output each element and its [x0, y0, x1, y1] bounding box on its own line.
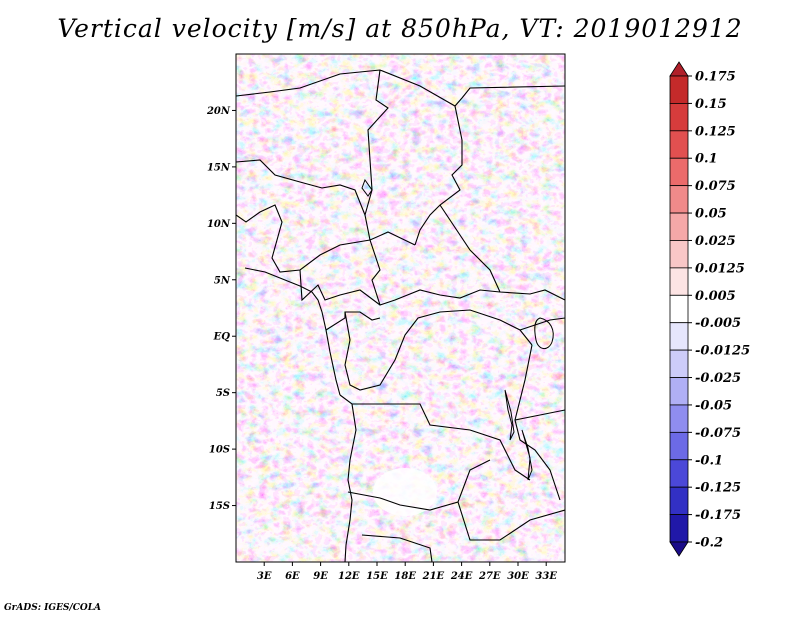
- country-borders: [236, 69, 565, 562]
- colorbar-label: -0.2: [695, 536, 723, 551]
- colorbar-swatch: [669, 431, 689, 461]
- colorbar-label: 0.125: [695, 124, 736, 139]
- lon-tick-label: 18E: [394, 571, 416, 582]
- map-title: Vertical velocity [m/s] at 850hPa, VT: 2…: [57, 14, 743, 43]
- colorbar-swatch: [669, 212, 689, 241]
- lat-tick-label: EQ: [213, 332, 231, 343]
- longitude-axis: 3E 6E 9E 12E 15E 18E 21E 24E 27E 30E 33E: [257, 562, 557, 582]
- colorbar-swatch: [669, 514, 689, 543]
- colorbar-label: 0.15: [695, 97, 727, 112]
- colorbar-label: 0.075: [695, 179, 736, 194]
- colorbar-swatch: [669, 486, 689, 515]
- lon-tick-label: 12E: [338, 571, 360, 582]
- lat-tick-label: 20N: [206, 106, 231, 117]
- lat-tick-label: 10S: [209, 445, 230, 456]
- lon-tick-label: 9E: [313, 571, 328, 582]
- colorbar-swatch: [669, 377, 689, 406]
- colorbar-swatch: [669, 103, 689, 132]
- lakes: [361, 178, 554, 481]
- lon-tick-label: 24E: [450, 571, 473, 582]
- lon-tick-label: 33E: [535, 571, 557, 582]
- map-frame: [235, 53, 566, 563]
- colorbar-swatch: [669, 404, 689, 433]
- colorbar-swatch: [669, 322, 689, 351]
- lon-tick-label: 15E: [366, 571, 388, 582]
- colorbar-swatch: [669, 541, 689, 557]
- colorbar-swatch: [669, 294, 689, 324]
- credit-label: GrADS: IGES/COLA: [4, 603, 102, 613]
- lon-tick-label: 3E: [257, 571, 272, 582]
- colorbar-label: 0.025: [695, 234, 736, 249]
- colorbar-swatch: [669, 130, 689, 159]
- lon-tick-label: 21E: [422, 571, 445, 582]
- lat-tick-label: 5N: [214, 275, 231, 286]
- colorbar-label: -0.0125: [695, 344, 750, 359]
- colorbar-label: -0.125: [695, 481, 741, 496]
- lat-tick-label: 5S: [216, 388, 230, 399]
- colorbar-label: -0.025: [695, 371, 741, 386]
- lon-tick-label: 27E: [478, 571, 501, 582]
- colorbar-swatch: [669, 240, 689, 269]
- colorbar-label: -0.05: [695, 398, 732, 413]
- colorbar-label: 0.1: [695, 152, 718, 167]
- colorbar-label: 0.175: [695, 70, 736, 85]
- colorbar-label: 0.005: [695, 289, 736, 304]
- latitude-axis: 20N 15N 10N 5N EQ 5S 10S 15S: [206, 106, 236, 512]
- colorbar-label: -0.1: [695, 453, 723, 468]
- colorbar-swatch: [669, 75, 689, 104]
- colorbar-swatch: [669, 61, 689, 77]
- colorbar-swatch: [669, 185, 689, 214]
- lon-tick-label: 6E: [285, 571, 300, 582]
- lat-tick-label: 15S: [209, 501, 230, 512]
- colorbar-label: 0.0125: [695, 261, 745, 276]
- colorbar-label: -0.075: [695, 426, 741, 441]
- colorbar-swatch: [669, 459, 689, 488]
- colorbar-label: -0.175: [695, 508, 741, 523]
- lon-tick-label: 30E: [507, 571, 529, 582]
- lat-tick-label: 15N: [207, 162, 231, 173]
- colorbar-label: 0.05: [695, 207, 727, 222]
- colorbar-swatch: [669, 157, 689, 187]
- colorbar: 0.175 0.15 0.125 0.1 0.075 0.05 0.025 0.0125 0.0…: [669, 61, 750, 557]
- colorbar-swatch: [669, 349, 689, 378]
- velocity-field: [236, 54, 565, 562]
- colorbar-swatch: [669, 267, 689, 296]
- lat-tick-label: 10N: [207, 219, 231, 230]
- colorbar-label: -0.005: [695, 316, 741, 331]
